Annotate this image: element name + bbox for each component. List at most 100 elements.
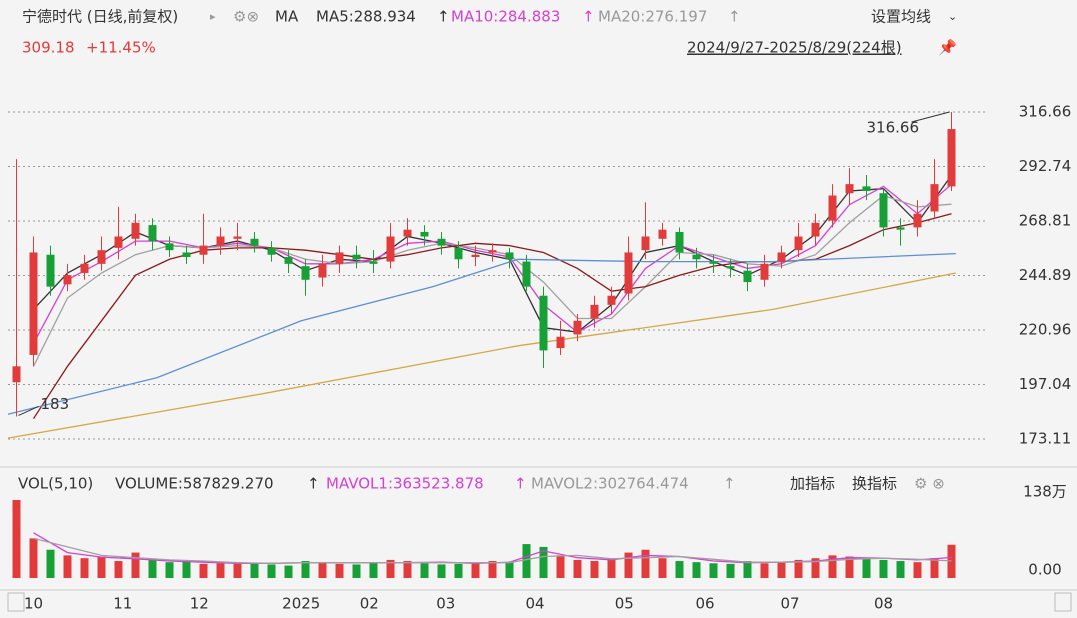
volume-bar <box>709 563 718 578</box>
candle-body <box>267 247 276 255</box>
candle-body <box>692 254 701 260</box>
candle-body <box>80 263 89 273</box>
settings-button[interactable]: 设置均线 <box>871 8 931 26</box>
volume-bar <box>879 559 888 578</box>
volume-bar <box>913 562 922 578</box>
gear-icon[interactable]: ⚙⊗ <box>233 8 259 26</box>
pin-icon[interactable]: 📌 <box>938 38 957 57</box>
volume-bar <box>556 555 565 578</box>
low-annotation: 183 <box>41 395 70 413</box>
volume-bar <box>522 544 531 578</box>
volume-bar <box>505 562 514 578</box>
volume-bar <box>97 556 106 578</box>
candle-body <box>590 304 599 319</box>
volume-bar <box>148 559 157 578</box>
candle-body <box>828 195 837 221</box>
volume-bar <box>947 544 956 578</box>
candle-body <box>488 250 497 253</box>
candle-body <box>454 247 463 260</box>
candle-body <box>29 252 38 355</box>
candle-body <box>522 261 531 287</box>
candle-body <box>284 257 293 264</box>
scroll-left[interactable] <box>7 592 25 612</box>
volume-bar <box>828 555 837 578</box>
volume-bar <box>471 563 480 578</box>
date-range[interactable]: 2024/9/27-2025/8/29(224根) <box>687 39 902 57</box>
volume-bar <box>403 561 412 578</box>
candle-body <box>760 263 769 280</box>
candle-body <box>556 336 565 349</box>
volume-bar <box>131 552 140 578</box>
scroll-right[interactable] <box>1054 592 1072 612</box>
candle-body <box>607 295 616 305</box>
candle-body <box>216 236 225 246</box>
volume-bar <box>114 561 123 578</box>
volume-bar <box>369 562 378 578</box>
arrow-icon: ↑ <box>728 8 741 26</box>
volume-bar <box>488 561 497 578</box>
y-tick-label: 173.11 <box>1019 429 1072 447</box>
volume-bar <box>692 562 701 578</box>
x-tick-label: 08 <box>874 595 893 613</box>
mavol2-label: MAVOL2:302764.474 <box>531 475 689 493</box>
volume-bar <box>896 561 905 578</box>
candle-body <box>318 263 327 278</box>
volume-bar <box>454 563 463 578</box>
candle-body <box>165 243 174 251</box>
volume-bar <box>811 558 820 578</box>
candle-body <box>539 295 548 351</box>
ma20-label: MA20:276.197 <box>598 8 707 26</box>
candle-body <box>845 184 854 194</box>
volume-bar <box>930 558 939 578</box>
candle-body <box>97 250 106 264</box>
candle-body <box>301 266 310 280</box>
candle-body <box>709 261 718 264</box>
candle-body <box>743 270 752 283</box>
volume-bar <box>675 561 684 578</box>
candle-body <box>182 252 191 258</box>
last-close: 309.18 <box>22 39 75 57</box>
candle-body <box>862 186 871 191</box>
volume-bar <box>590 561 599 578</box>
volume-bar <box>539 546 548 578</box>
ma-line <box>33 537 952 564</box>
candle-body <box>777 252 786 262</box>
candle-body <box>675 231 684 253</box>
volume-bar <box>267 564 276 578</box>
x-tick-label: 03 <box>436 595 455 613</box>
vol-title: VOL(5,10) <box>18 475 93 493</box>
candle-body <box>641 236 650 251</box>
candle-body <box>437 238 446 246</box>
candle-body <box>947 129 956 187</box>
candle-body <box>913 213 922 228</box>
dropdown-icon[interactable]: ▸ <box>210 10 216 23</box>
candle-body <box>233 236 242 239</box>
volume-bar <box>726 563 735 578</box>
gear-icon[interactable]: ⚙ ⊗ <box>914 475 945 493</box>
candle-body <box>199 245 208 255</box>
add-indicator[interactable]: 加指标 <box>790 475 835 493</box>
arrow-icon: ↑ <box>582 8 595 26</box>
volume-bar <box>624 552 633 578</box>
y-tick-label: 220.96 <box>1019 320 1072 338</box>
volume-bar <box>335 563 344 578</box>
x-tick-label: 04 <box>525 595 544 613</box>
x-tick-label: 02 <box>360 595 379 613</box>
volume-bar <box>216 563 225 578</box>
candle-body <box>352 254 361 260</box>
candle-body <box>250 238 259 246</box>
change-pct: +11.45% <box>86 39 156 57</box>
x-tick-label: 07 <box>780 595 799 613</box>
candle-body <box>114 236 123 248</box>
y-tick-label: 0.00 <box>1028 561 1061 579</box>
volume-bar <box>284 565 293 578</box>
volume-bar <box>182 561 191 578</box>
volume-bar <box>63 555 72 578</box>
candle-body <box>794 236 803 251</box>
dropdown-icon[interactable]: ⌄ <box>948 10 957 23</box>
volume-bar <box>301 561 310 578</box>
volume-bar <box>437 564 446 578</box>
candle-body <box>879 193 888 228</box>
switch-indicator[interactable]: 换指标 <box>852 475 897 493</box>
